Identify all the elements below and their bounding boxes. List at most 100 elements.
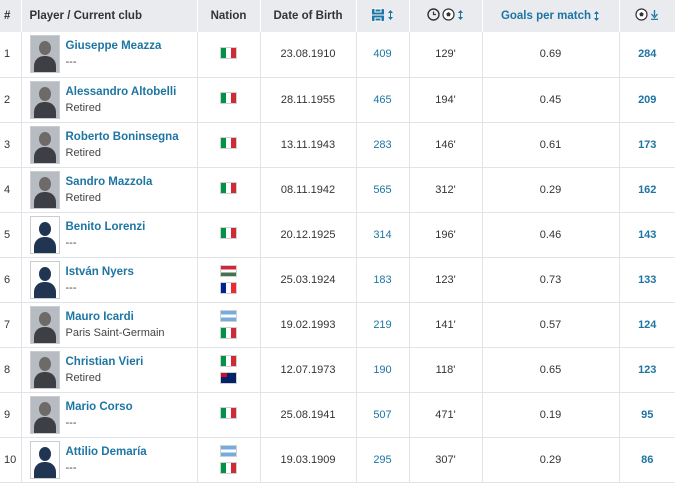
- player-avatar[interactable]: [29, 35, 60, 74]
- player-name-link[interactable]: Sandro Mazzola: [65, 175, 153, 188]
- dob-cell: 25.03.1924: [260, 257, 357, 302]
- minutes-per-goal-cell: 146': [409, 122, 483, 167]
- current-club: ---: [65, 56, 77, 69]
- player-name-link[interactable]: Alessandro Altobelli: [65, 85, 177, 98]
- player-name-link[interactable]: Benito Lorenzi: [65, 220, 146, 233]
- pitch-icon: [371, 8, 385, 22]
- current-club: Retired: [65, 191, 101, 204]
- appearances-cell[interactable]: 507: [356, 392, 410, 437]
- flag-hungary-icon: [220, 265, 237, 277]
- goals-cell[interactable]: 173: [638, 138, 657, 151]
- current-club: Paris Saint-Germain: [65, 326, 165, 339]
- player-cell: István Nyers ---: [21, 257, 198, 302]
- flag-italy-icon: [220, 407, 237, 419]
- player-cell: Sandro Mazzola Retired: [21, 167, 198, 212]
- goals-per-match-cell: 0.29: [482, 167, 620, 212]
- player-name-link[interactable]: Attilio Demaría: [65, 445, 147, 458]
- minutes-per-goal-sort-header[interactable]: [409, 0, 483, 32]
- flag-italy-icon: [220, 462, 237, 474]
- goals-cell[interactable]: 209: [638, 93, 657, 106]
- nation-cell: [197, 302, 261, 347]
- minutes-per-goal-cell: 141': [409, 302, 483, 347]
- nation-cell: [197, 32, 261, 77]
- player-name-link[interactable]: Christian Vieri: [65, 355, 144, 368]
- dob-cell: 12.07.1973: [260, 347, 357, 392]
- nation-cell: [197, 122, 261, 167]
- player-avatar[interactable]: [29, 440, 60, 479]
- appearances-cell[interactable]: 295: [356, 437, 410, 482]
- flag-italy-icon: [220, 227, 237, 239]
- goals-cell[interactable]: 124: [638, 318, 657, 331]
- goals-cell[interactable]: 143: [638, 228, 657, 241]
- clock-icon: [427, 8, 440, 21]
- current-club: ---: [65, 461, 77, 474]
- player-name-link[interactable]: Mauro Icardi: [65, 310, 134, 323]
- player-name-link[interactable]: Roberto Boninsegna: [65, 130, 179, 143]
- appearances-sort-header[interactable]: [356, 0, 410, 32]
- goals-cell[interactable]: 123: [638, 363, 657, 376]
- nation-cell: [197, 167, 261, 212]
- nation-header: Nation: [197, 0, 261, 32]
- table-row: 6 István Nyers --- 25.03.1924 183 123' 0…: [0, 257, 675, 302]
- nation-cell: [197, 347, 261, 392]
- dob-cell: 25.08.1941: [260, 392, 357, 437]
- player-name-link[interactable]: István Nyers: [65, 265, 134, 278]
- player-cell: Giuseppe Meazza ---: [21, 32, 198, 77]
- goals-per-match-cell: 0.65: [482, 347, 620, 392]
- sort-desc-icon: [650, 9, 659, 20]
- minutes-per-goal-cell: 471': [409, 392, 483, 437]
- goals-per-match-sort-header[interactable]: Goals per match: [482, 0, 620, 32]
- player-name-link[interactable]: Mario Corso: [65, 400, 133, 413]
- player-cell: Attilio Demaría ---: [21, 437, 198, 482]
- appearances-cell[interactable]: 190: [356, 347, 410, 392]
- flag-italy-icon: [220, 46, 237, 59]
- minutes-per-goal-cell: 118': [409, 347, 483, 392]
- goals-cell[interactable]: 162: [638, 183, 657, 196]
- flag-italy-icon: [220, 327, 237, 339]
- appearances-cell[interactable]: 219: [356, 302, 410, 347]
- goals-cell[interactable]: 95: [641, 408, 654, 421]
- appearances-cell[interactable]: 409: [356, 32, 410, 77]
- flag-italy-icon: [220, 92, 237, 104]
- player-avatar[interactable]: [29, 170, 60, 209]
- table-row: 1 Giuseppe Meazza --- 23.08.1910 409 129…: [0, 32, 675, 77]
- table-row: 5 Benito Lorenzi --- 20.12.1925 314 196'…: [0, 212, 675, 257]
- player-avatar[interactable]: [29, 125, 60, 164]
- goals-cell[interactable]: 86: [641, 453, 654, 466]
- flag-argentina-icon: [220, 310, 237, 322]
- appearances-cell[interactable]: 465: [356, 77, 410, 122]
- current-club: ---: [65, 416, 77, 429]
- dob-header: Date of Birth: [260, 0, 357, 32]
- player-name-link[interactable]: Giuseppe Meazza: [65, 40, 162, 53]
- minutes-per-goal-cell: 194': [409, 77, 483, 122]
- player-avatar[interactable]: [29, 395, 60, 434]
- player-avatar[interactable]: [29, 80, 60, 119]
- player-avatar[interactable]: [29, 350, 60, 389]
- dob-cell: 08.11.1942: [260, 167, 357, 212]
- current-club: Retired: [65, 146, 101, 159]
- goals-per-match-cell: 0.57: [482, 302, 620, 347]
- rank-header: #: [0, 0, 22, 32]
- appearances-cell[interactable]: 283: [356, 122, 410, 167]
- player-avatar[interactable]: [29, 305, 60, 344]
- player-avatar[interactable]: [29, 215, 60, 254]
- table-header-row: # Player / Current club Nation Date of B…: [0, 0, 675, 32]
- flag-italy-icon: [220, 355, 237, 367]
- flag-italy-icon: [220, 137, 237, 149]
- flag-argentina-icon: [220, 445, 237, 457]
- appearances-cell[interactable]: 183: [356, 257, 410, 302]
- player-avatar[interactable]: [29, 260, 60, 299]
- goals-per-match-cell: 0.19: [482, 392, 620, 437]
- player-cell: Mauro Icardi Paris Saint-Germain: [21, 302, 198, 347]
- player-cell: Roberto Boninsegna Retired: [21, 122, 198, 167]
- appearances-cell[interactable]: 565: [356, 167, 410, 212]
- goals-cell[interactable]: 284: [638, 48, 657, 61]
- goals-cell[interactable]: 133: [638, 273, 657, 286]
- appearances-cell[interactable]: 314: [356, 212, 410, 257]
- rank-cell: 2: [0, 77, 22, 122]
- table-row: 3 Roberto Boninsegna Retired 13.11.1943 …: [0, 122, 675, 167]
- flag-italy-icon: [220, 182, 237, 194]
- goals-sort-header[interactable]: [619, 0, 675, 32]
- goals-per-match-cell: 0.69: [482, 32, 620, 77]
